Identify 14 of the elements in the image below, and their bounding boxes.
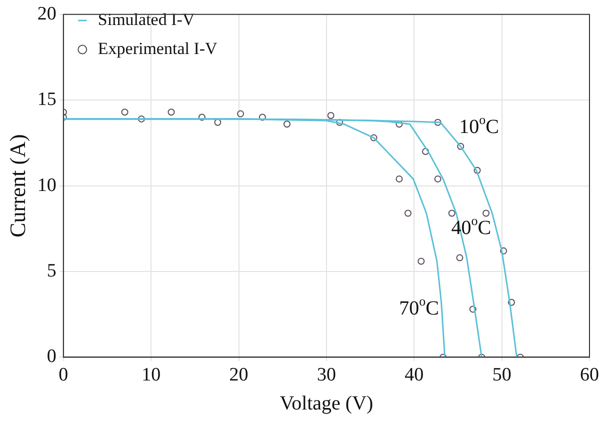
- y-tick-label: 15: [37, 89, 56, 110]
- x-tick-label: 40: [404, 364, 424, 386]
- y-tick-label: 10: [37, 174, 56, 196]
- legend-label: Experimental I-V: [98, 38, 218, 58]
- x-tick-label: 50: [492, 364, 512, 386]
- x-tick-label: 30: [316, 364, 336, 386]
- y-tick-label: 5: [46, 260, 56, 282]
- x-tick-label: 20: [229, 364, 248, 386]
- y-tick-label: 0: [46, 346, 56, 368]
- x-tick-label: 10: [142, 364, 161, 386]
- x-axis-title: Voltage (V): [280, 392, 374, 414]
- y-tick-label: 20: [37, 3, 56, 24]
- x-tick-label: 60: [580, 364, 599, 386]
- y-axis-title: Current (A): [4, 134, 30, 238]
